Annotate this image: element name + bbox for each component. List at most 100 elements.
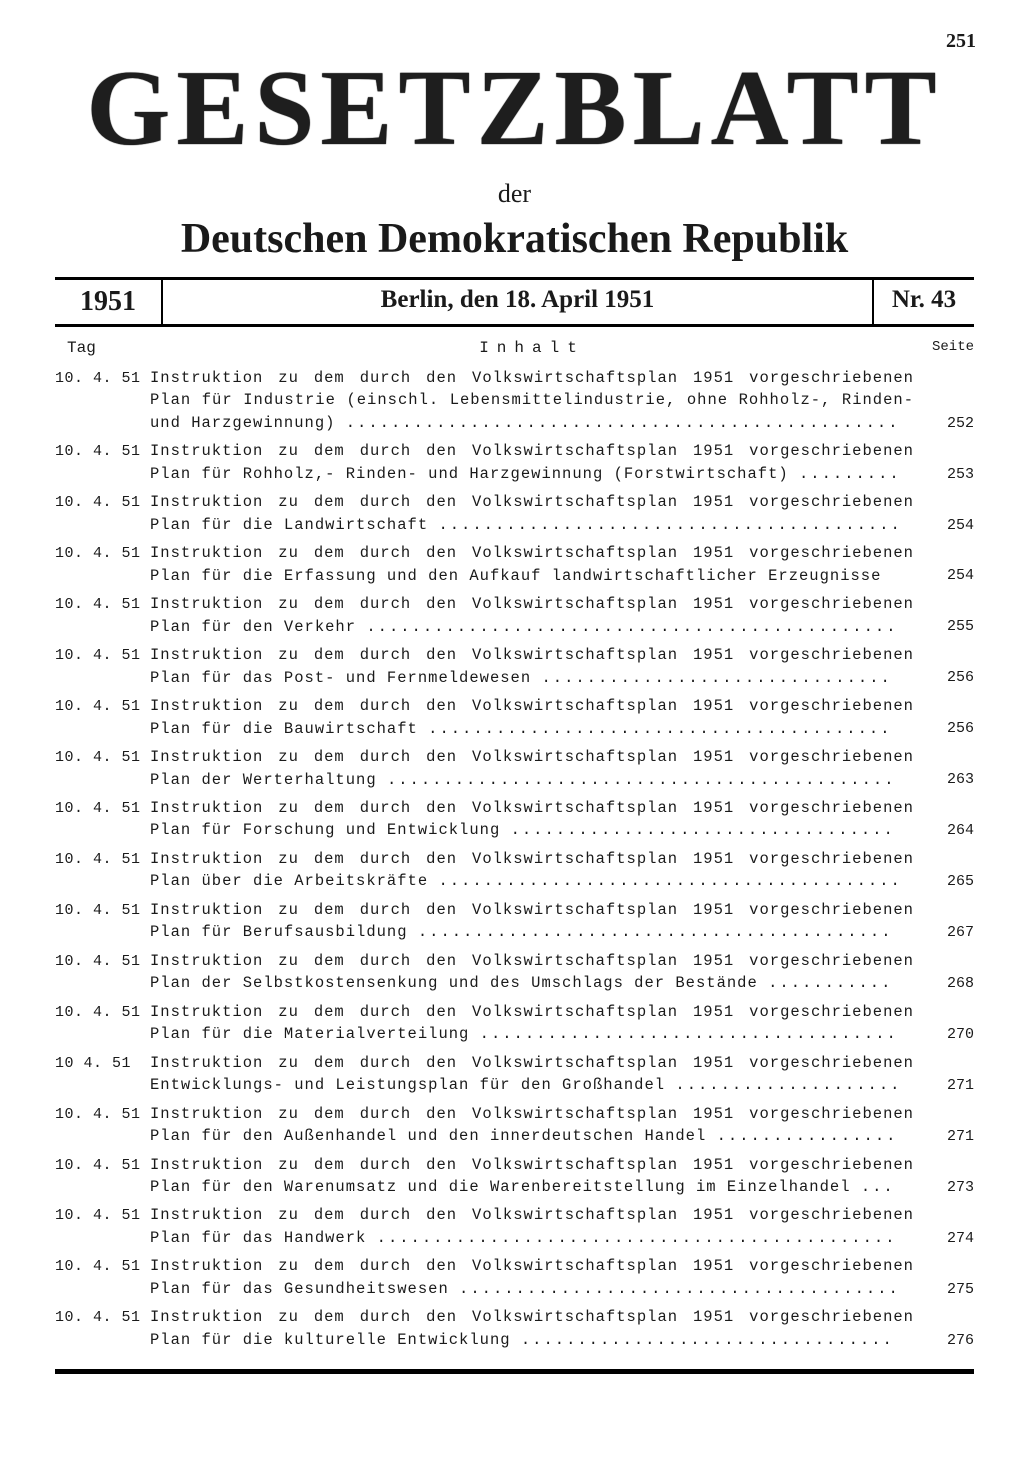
toc-date: 10. 4. 51	[55, 1255, 150, 1278]
toc-date: 10. 4. 51	[55, 367, 150, 390]
toc-row: 10. 4. 51Instruktion zu dem durch den Vo…	[55, 746, 974, 791]
leader-dots: ........................................…	[387, 771, 896, 789]
toc-page: 263	[914, 769, 974, 791]
toc-row: 10. 4. 51Instruktion zu dem durch den Vo…	[55, 1001, 974, 1046]
toc-page: 275	[914, 1279, 974, 1301]
toc-date: 10. 4. 51	[55, 746, 150, 769]
toc-date: 10. 4. 51	[55, 1001, 150, 1024]
toc-page: 254	[914, 565, 974, 587]
bottom-rule	[55, 1369, 974, 1374]
toc-description: Instruktion zu dem durch den Volkswirtsc…	[150, 1103, 914, 1148]
toc-row: 10. 4. 51Instruktion zu dem durch den Vo…	[55, 491, 974, 536]
leader-dots: ...........	[768, 974, 892, 992]
toc-description: Instruktion zu dem durch den Volkswirtsc…	[150, 695, 914, 740]
toc-description: Instruktion zu dem durch den Volkswirtsc…	[150, 542, 914, 587]
issue-year: 1951	[55, 280, 163, 324]
leader-dots: ....................	[675, 1076, 901, 1094]
masthead-title: GESETZBLATT	[55, 55, 974, 163]
toc-date: 10. 4. 51	[55, 797, 150, 820]
toc-row: 10. 4. 51Instruktion zu dem durch den Vo…	[55, 1255, 974, 1300]
toc-description: Instruktion zu dem durch den Volkswirtsc…	[150, 1154, 914, 1199]
toc-row: 10. 4. 51Instruktion zu dem durch den Vo…	[55, 899, 974, 944]
leader-dots: ..................................	[511, 821, 895, 839]
toc-page: 256	[914, 718, 974, 740]
toc-date: 10. 4. 51	[55, 1103, 150, 1126]
toc-row: 10. 4. 51Instruktion zu dem durch den Vo…	[55, 950, 974, 995]
toc-row: 10. 4. 51Instruktion zu dem durch den Vo…	[55, 644, 974, 689]
toc-page: 253	[914, 464, 974, 486]
toc-row: 10. 4. 51Instruktion zu dem durch den Vo…	[55, 1306, 974, 1351]
toc-page: 267	[914, 922, 974, 944]
toc-page: 254	[914, 515, 974, 537]
leader-dots: ........................................…	[377, 1229, 897, 1247]
issue-place-date: Berlin, den 18. April 1951	[163, 280, 874, 324]
toc-description: Instruktion zu dem durch den Volkswirtsc…	[150, 644, 914, 689]
toc-date: 10. 4. 51	[55, 695, 150, 718]
toc-description: Instruktion zu dem durch den Volkswirtsc…	[150, 1001, 914, 1046]
toc-page: 252	[914, 413, 974, 435]
toc-description: Instruktion zu dem durch den Volkswirtsc…	[150, 1306, 914, 1351]
masthead: GESETZBLATT der Deutschen Demokratischen…	[55, 55, 974, 263]
toc-row: 10. 4. 51Instruktion zu dem durch den Vo…	[55, 1204, 974, 1249]
leader-dots: ........................................…	[438, 872, 901, 890]
toc-page: 256	[914, 667, 974, 689]
toc-date: 10. 4. 51	[55, 593, 150, 616]
toc-row: 10. 4. 51Instruktion zu dem durch den Vo…	[55, 367, 974, 434]
leader-dots: .....................................	[480, 1025, 898, 1043]
toc-body: 10. 4. 51Instruktion zu dem durch den Vo…	[55, 367, 974, 1351]
leader-dots: .......................................	[459, 1280, 900, 1298]
leader-dots: ...............................	[541, 669, 891, 687]
toc-description: Instruktion zu dem durch den Volkswirtsc…	[150, 593, 914, 638]
issue-number: Nr. 43	[874, 280, 974, 324]
toc-description: Instruktion zu dem durch den Volkswirtsc…	[150, 1052, 914, 1097]
toc-row: 10. 4. 51Instruktion zu dem durch den Vo…	[55, 695, 974, 740]
toc-description: Instruktion zu dem durch den Volkswirtsc…	[150, 899, 914, 944]
toc-row: 10. 4. 51Instruktion zu dem durch den Vo…	[55, 1103, 974, 1148]
toc-date: 10. 4. 51	[55, 644, 150, 667]
leader-dots: ................	[717, 1127, 898, 1145]
toc-date: 10. 4. 51	[55, 899, 150, 922]
masthead-country: Deutschen Demokratischen Republik	[55, 215, 974, 263]
toc-page: 265	[914, 871, 974, 893]
toc-description: Instruktion zu dem durch den Volkswirtsc…	[150, 367, 914, 434]
toc-description: Instruktion zu dem durch den Volkswirtsc…	[150, 491, 914, 536]
toc-description: Instruktion zu dem durch den Volkswirtsc…	[150, 1255, 914, 1300]
leader-dots: ........................................…	[346, 414, 900, 432]
col-header-inhalt: Inhalt	[150, 339, 914, 357]
toc-page: 273	[914, 1177, 974, 1199]
toc-row: 10. 4. 51Instruktion zu dem durch den Vo…	[55, 593, 974, 638]
col-header-seite: Seite	[914, 339, 974, 357]
toc-date: 10. 4. 51	[55, 950, 150, 973]
toc-date: 10. 4. 51	[55, 542, 150, 565]
toc-header: Tag Inhalt Seite	[55, 327, 974, 367]
toc-row: 10. 4. 51Instruktion zu dem durch den Vo…	[55, 1154, 974, 1199]
leader-dots: .................................	[521, 1331, 894, 1349]
col-header-tag: Tag	[55, 339, 150, 357]
toc-page: 274	[914, 1228, 974, 1250]
issue-bar: 1951 Berlin, den 18. April 1951 Nr. 43	[55, 277, 974, 327]
toc-date: 10. 4. 51	[55, 848, 150, 871]
toc-description: Instruktion zu dem durch den Volkswirtsc…	[150, 746, 914, 791]
page: 251 GESETZBLATT der Deutschen Demokratis…	[0, 0, 1024, 1414]
toc-date: 10. 4. 51	[55, 1204, 150, 1227]
toc-row: 10. 4. 51Instruktion zu dem durch den Vo…	[55, 542, 974, 587]
toc-description: Instruktion zu dem durch den Volkswirtsc…	[150, 797, 914, 842]
leader-dots: ........................................…	[428, 720, 891, 738]
toc-page: 271	[914, 1126, 974, 1148]
leader-dots: ........................................…	[418, 923, 893, 941]
toc-page: 270	[914, 1024, 974, 1046]
leader-dots: ...	[861, 1178, 895, 1196]
leader-dots: .........	[799, 465, 901, 483]
toc-date: 10. 4. 51	[55, 1306, 150, 1329]
toc-date: 10 4. 51	[55, 1052, 150, 1075]
toc-page: 271	[914, 1075, 974, 1097]
toc-page: 255	[914, 616, 974, 638]
toc-description: Instruktion zu dem durch den Volkswirtsc…	[150, 848, 914, 893]
toc-page: 268	[914, 973, 974, 995]
toc-description: Instruktion zu dem durch den Volkswirtsc…	[150, 440, 914, 485]
toc-row: 10 4. 51Instruktion zu dem durch den Vol…	[55, 1052, 974, 1097]
toc-date: 10. 4. 51	[55, 440, 150, 463]
leader-dots: ........................................…	[438, 516, 901, 534]
leader-dots: ........................................…	[366, 618, 897, 636]
toc-description: Instruktion zu dem durch den Volkswirtsc…	[150, 950, 914, 995]
